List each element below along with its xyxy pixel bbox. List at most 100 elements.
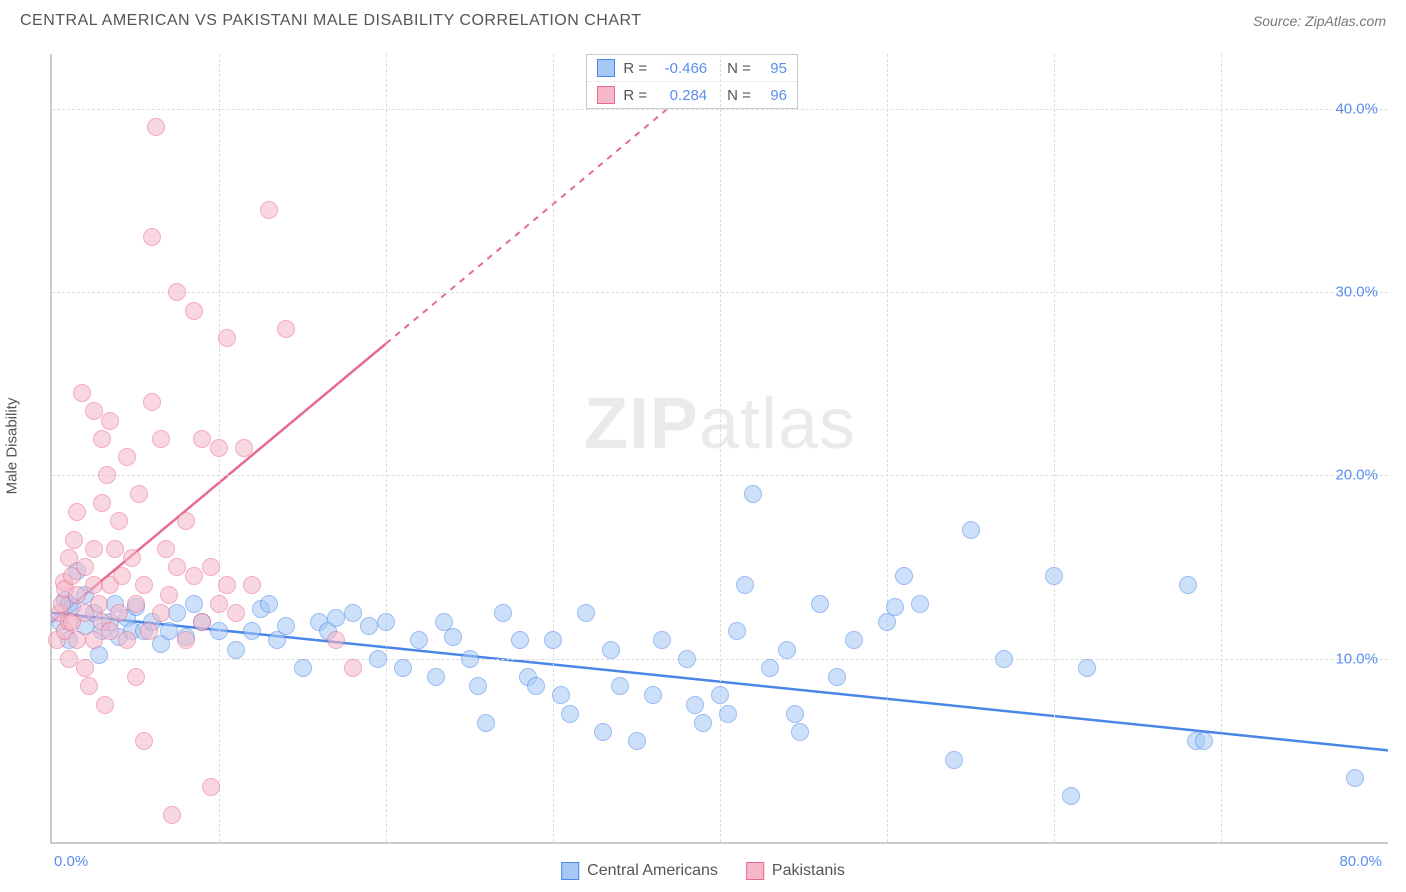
data-point	[76, 558, 94, 576]
data-point	[260, 201, 278, 219]
data-point	[96, 696, 114, 714]
data-point	[147, 118, 165, 136]
x-tick-label: 0.0%	[54, 853, 88, 870]
data-point	[135, 732, 153, 750]
data-point	[73, 384, 91, 402]
data-point	[360, 617, 378, 635]
data-point	[544, 631, 562, 649]
gridline-v	[720, 54, 721, 842]
data-point	[1078, 659, 1096, 677]
data-point	[168, 283, 186, 301]
data-point	[260, 595, 278, 613]
legend-swatch	[561, 862, 579, 880]
gridline-v	[887, 54, 888, 842]
data-point	[227, 604, 245, 622]
data-point	[160, 586, 178, 604]
series-swatch	[597, 86, 615, 104]
data-point	[243, 622, 261, 640]
data-point	[140, 622, 158, 640]
data-point	[185, 595, 203, 613]
data-point	[678, 650, 696, 668]
data-point	[118, 448, 136, 466]
data-point	[469, 677, 487, 695]
data-point	[962, 521, 980, 539]
data-point	[118, 631, 136, 649]
data-point	[193, 613, 211, 631]
data-point	[106, 540, 124, 558]
data-point	[93, 430, 111, 448]
data-point	[886, 598, 904, 616]
data-point	[243, 576, 261, 594]
data-point	[686, 696, 704, 714]
y-axis-title: Male Disability	[4, 398, 21, 495]
chart-source: Source: ZipAtlas.com	[1253, 13, 1386, 29]
r-label: R =	[623, 87, 647, 104]
data-point	[511, 631, 529, 649]
data-point	[168, 558, 186, 576]
data-point	[110, 604, 128, 622]
data-point	[711, 686, 729, 704]
data-point	[90, 595, 108, 613]
data-point	[202, 778, 220, 796]
data-point	[444, 628, 462, 646]
r-value: 0.284	[655, 87, 707, 104]
data-point	[143, 393, 161, 411]
data-point	[527, 677, 545, 695]
stat-row: R =0.284N =96	[587, 82, 797, 108]
data-point	[76, 659, 94, 677]
y-tick-label: 40.0%	[1335, 100, 1378, 117]
data-point	[177, 512, 195, 530]
data-point	[577, 604, 595, 622]
data-point	[152, 604, 170, 622]
data-point	[177, 631, 195, 649]
data-point	[427, 668, 445, 686]
data-point	[277, 320, 295, 338]
data-point	[65, 531, 83, 549]
data-point	[80, 677, 98, 695]
data-point	[945, 751, 963, 769]
data-point	[653, 631, 671, 649]
data-point	[294, 659, 312, 677]
data-point	[344, 659, 362, 677]
data-point	[210, 439, 228, 457]
data-point	[113, 567, 131, 585]
data-point	[786, 705, 804, 723]
r-value: -0.466	[655, 60, 707, 77]
data-point	[1062, 787, 1080, 805]
legend-label: Central Americans	[587, 862, 718, 880]
chart-legend: Central AmericansPakistanis	[561, 862, 845, 880]
data-point	[895, 567, 913, 585]
data-point	[60, 549, 78, 567]
r-label: R =	[623, 60, 647, 77]
gridline-v	[553, 54, 554, 842]
data-point	[235, 439, 253, 457]
data-point	[68, 503, 86, 521]
data-point	[110, 512, 128, 530]
data-point	[644, 686, 662, 704]
data-point	[1045, 567, 1063, 585]
data-point	[744, 485, 762, 503]
data-point	[494, 604, 512, 622]
data-point	[369, 650, 387, 668]
data-point	[218, 576, 236, 594]
data-point	[85, 540, 103, 558]
data-point	[135, 576, 153, 594]
data-point	[127, 668, 145, 686]
data-point	[193, 430, 211, 448]
y-tick-label: 30.0%	[1335, 284, 1378, 301]
data-point	[277, 617, 295, 635]
data-point	[68, 586, 86, 604]
data-point	[327, 631, 345, 649]
data-point	[85, 402, 103, 420]
data-point	[594, 723, 612, 741]
data-point	[185, 567, 203, 585]
data-point	[552, 686, 570, 704]
data-point	[719, 705, 737, 723]
n-label: N =	[727, 87, 751, 104]
data-point	[85, 576, 103, 594]
legend-item: Central Americans	[561, 862, 718, 880]
correlation-stat-box: R =-0.466N =95R =0.284N =96	[586, 54, 798, 109]
data-point	[157, 540, 175, 558]
data-point	[130, 485, 148, 503]
data-point	[85, 631, 103, 649]
